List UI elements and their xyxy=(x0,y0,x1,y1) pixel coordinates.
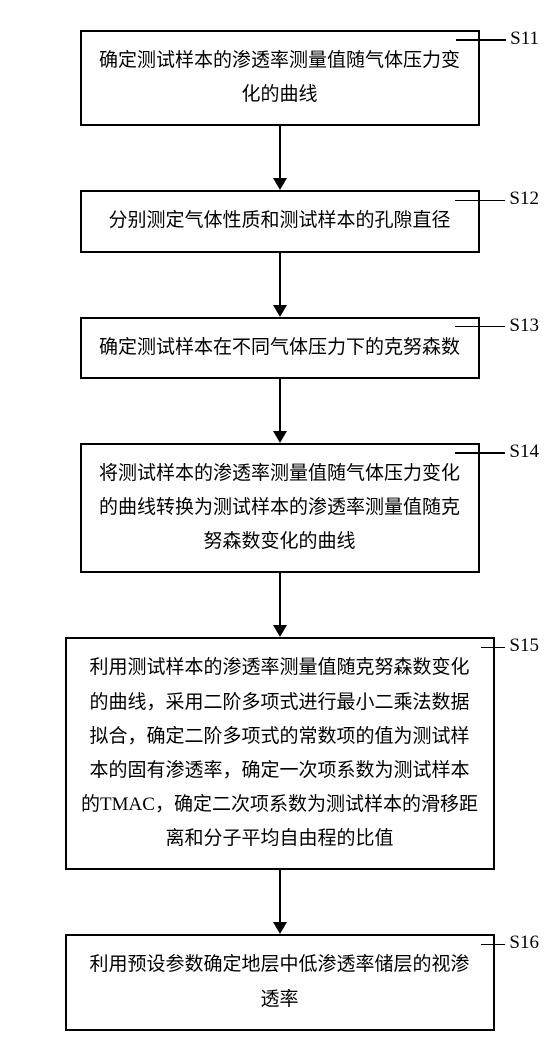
flowchart-container: 确定测试样本的渗透率测量值随气体压力变化的曲线 S11 分别测定气体性质和测试样本的… xyxy=(20,30,539,1031)
step-label-s12: S12 xyxy=(455,188,539,212)
label-line-segment xyxy=(456,39,506,41)
flow-box-s13: 确定测试样本在不同气体压力下的克努森数 xyxy=(80,317,480,379)
arrow-line xyxy=(279,379,281,431)
flow-box-s15: 利用测试样本的渗透率测量值随克努森数变化的曲线，采用二阶多项式进行最小二乘法数据… xyxy=(65,637,495,870)
flow-node-s14: 将测试样本的渗透率测量值随气体压力变化的曲线转换为测试样本的渗透率测量值随克努森… xyxy=(20,443,539,574)
step-label-text-s13: S13 xyxy=(505,315,539,339)
flow-box-s14: 将测试样本的渗透率测量值随气体压力变化的曲线转换为测试样本的渗透率测量值随克努森… xyxy=(80,443,480,574)
flow-box-s16: 利用预设参数确定地层中低渗透率储层的视渗透率 xyxy=(65,934,495,1030)
step-label-s16: S16 xyxy=(481,932,539,956)
arrow-s14-to-s15 xyxy=(273,573,287,637)
arrow-head-icon xyxy=(273,431,287,443)
flow-node-s16: 利用预设参数确定地层中低渗透率储层的视渗透率 S16 xyxy=(20,934,539,1030)
step-label-s13: S13 xyxy=(455,315,539,339)
label-line-segment xyxy=(481,944,505,946)
flow-node-s15: 利用测试样本的渗透率测量值随克努森数变化的曲线，采用二阶多项式进行最小二乘法数据… xyxy=(20,637,539,870)
flow-node-s11: 确定测试样本的渗透率测量值随气体压力变化的曲线 S11 xyxy=(20,30,539,126)
label-line-segment xyxy=(455,452,505,454)
arrow-line xyxy=(279,870,281,922)
flow-box-s11: 确定测试样本的渗透率测量值随气体压力变化的曲线 xyxy=(80,30,480,126)
step-label-text-s12: S12 xyxy=(505,188,539,212)
step-label-text-s11: S11 xyxy=(506,28,539,52)
flow-node-s12: 分别测定气体性质和测试样本的孔隙直径 S12 xyxy=(20,190,539,252)
step-label-text-s16: S16 xyxy=(505,932,539,956)
arrow-s11-to-s12 xyxy=(273,126,287,190)
arrow-line xyxy=(279,253,281,305)
arrow-s12-to-s13 xyxy=(273,253,287,317)
arrow-head-icon xyxy=(273,922,287,934)
arrow-s13-to-s14 xyxy=(273,379,287,443)
step-label-s14: S14 xyxy=(455,441,539,465)
arrow-head-icon xyxy=(273,178,287,190)
arrow-head-icon xyxy=(273,305,287,317)
step-label-s15: S15 xyxy=(481,635,539,659)
label-line-segment xyxy=(455,200,505,202)
arrow-head-icon xyxy=(273,625,287,637)
label-line-segment xyxy=(455,326,505,328)
arrow-line xyxy=(279,126,281,178)
step-label-text-s15: S15 xyxy=(505,635,539,659)
flow-node-s13: 确定测试样本在不同气体压力下的克努森数 S13 xyxy=(20,317,539,379)
flow-box-s12: 分别测定气体性质和测试样本的孔隙直径 xyxy=(80,190,480,252)
arrow-s15-to-s16 xyxy=(273,870,287,934)
arrow-line xyxy=(279,573,281,625)
step-label-s11: S11 xyxy=(456,28,539,52)
label-line-segment xyxy=(481,647,505,649)
step-label-text-s14: S14 xyxy=(505,441,539,465)
